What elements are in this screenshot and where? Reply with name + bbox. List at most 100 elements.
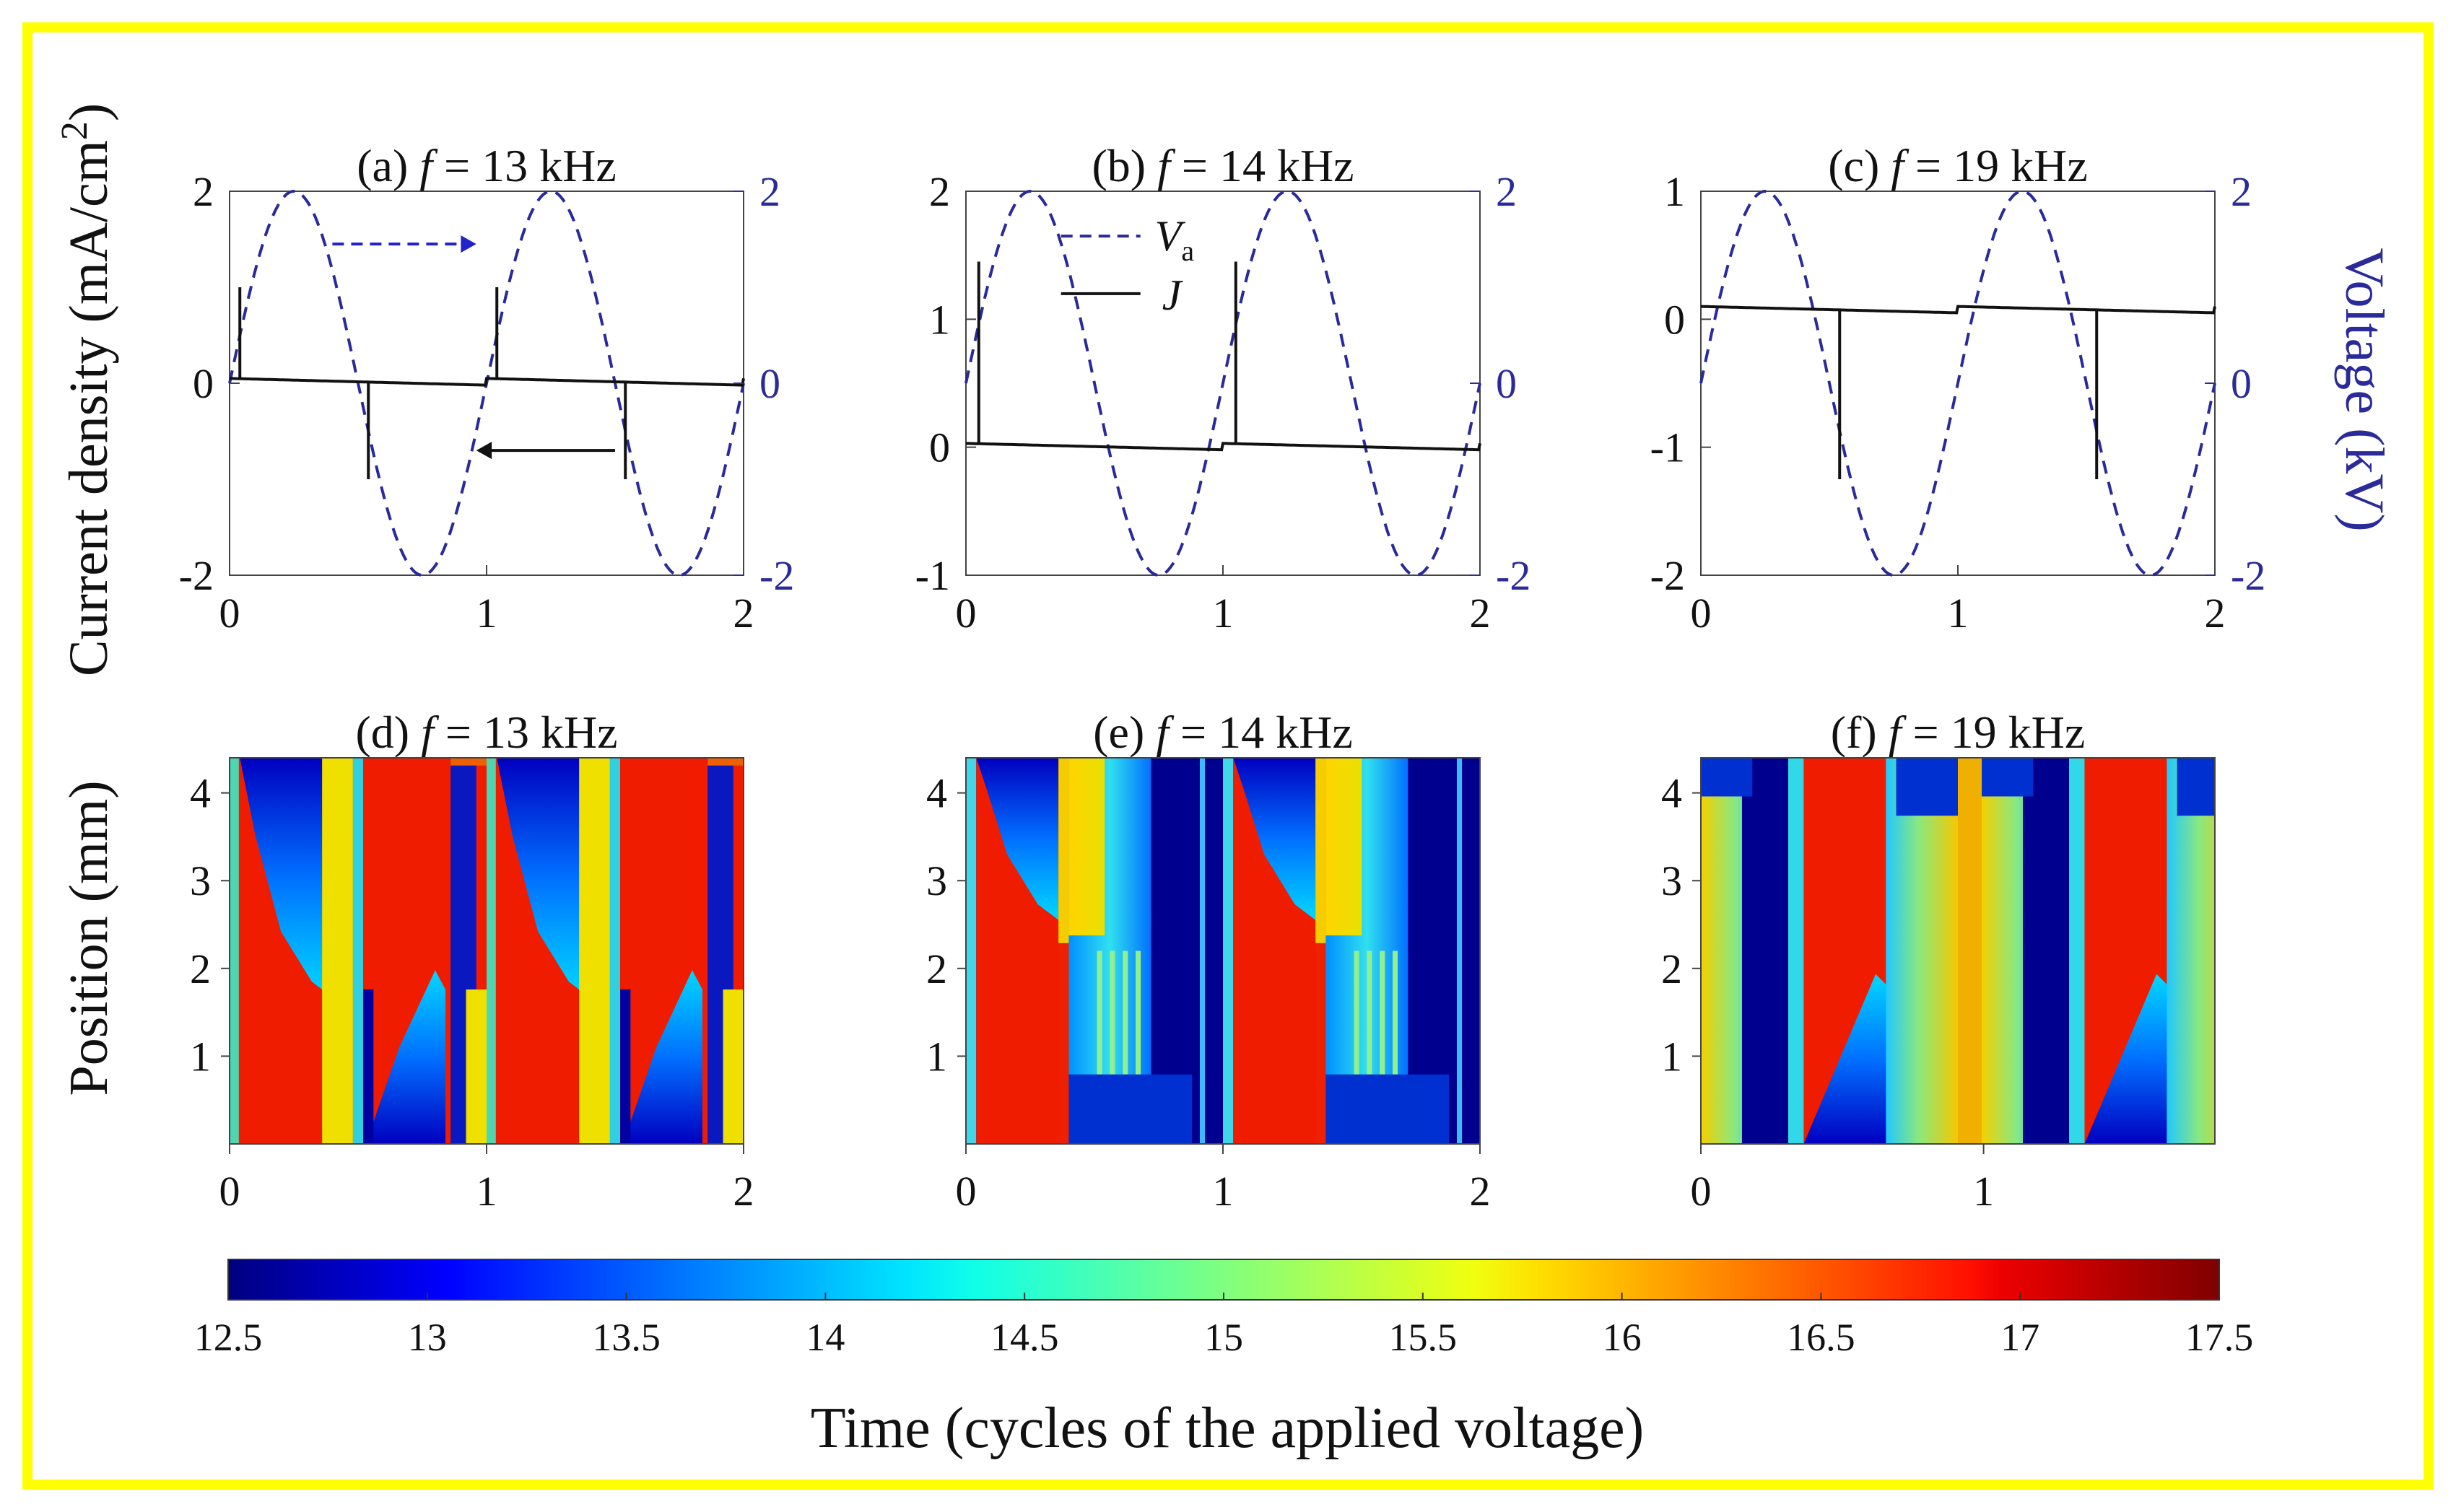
- heat-region-stripe: [1367, 951, 1372, 1098]
- colorbar-tick-label: 13.5: [592, 1316, 661, 1359]
- heatmap-panel-f: (f) f = 19 kHz 0 1 1 2 3 4: [1661, 707, 2216, 1215]
- y-tick-label-left: 0: [1664, 296, 1685, 343]
- heatmap-panel-e: (e) f = 14 kHz 0 1 2 1 2 3 4: [926, 707, 1491, 1215]
- colorbar-tick-label: 17: [2000, 1316, 2039, 1359]
- heat-region-cyan: [2167, 758, 2215, 1144]
- y-tick-label-left: 2: [193, 168, 214, 215]
- heat-region-cyan: [352, 758, 364, 1144]
- heat-region-blue: [2177, 758, 2215, 816]
- heat-region-blue: [1896, 758, 1958, 816]
- heat-region-cyan: [1886, 758, 1958, 1144]
- heat-region-yellow: [466, 989, 487, 1144]
- heat-region-blue: [2084, 974, 2177, 1144]
- heat-region-stripe: [1380, 951, 1385, 1098]
- panel-title: (e) f = 14 kHz: [1093, 707, 1353, 758]
- current-series: [965, 442, 1481, 452]
- colorbar-ticks: 12.5 13 13.5 14 14.5 15 15.5 16 16.5 17 17.5: [194, 1293, 2254, 1359]
- y-tick-label: 2: [1661, 945, 1682, 992]
- panel-title: (b) f = 14 kHz: [1092, 140, 1354, 191]
- panel-title: (d) f = 13 kHz: [355, 707, 617, 758]
- heat-region-stripe: [1123, 951, 1128, 1098]
- heat-region-blue: [365, 970, 445, 1144]
- x-tick-label: 2: [733, 590, 754, 637]
- y-tick-label: 4: [190, 770, 211, 817]
- x-tick-label: 2: [1470, 1168, 1491, 1215]
- panel-title: (c) f = 19 kHz: [1828, 140, 2088, 191]
- heat-region-darkblue: [1449, 758, 1480, 1144]
- heat-region-darkblue: [2023, 758, 2070, 1144]
- colorbar-tick-label: 17.5: [2185, 1316, 2254, 1359]
- heat-region-stripe: [1354, 951, 1359, 1098]
- heat-region-stripe: [1135, 951, 1141, 1098]
- y-tick-label-left: 2: [929, 168, 950, 215]
- y-tick-label-right: -2: [2231, 552, 2265, 599]
- top-left-ylabel: Current density (mA/cm2): [54, 103, 119, 676]
- legend-current-label: J: [1162, 271, 1183, 319]
- panel-title: (a) f = 13 kHz: [357, 140, 617, 191]
- y-tick-label: 1: [1661, 1033, 1682, 1080]
- voltage-series: [964, 189, 1481, 577]
- heat-region-edge: [1456, 758, 1463, 1144]
- heat-region-yellow: [322, 758, 353, 1144]
- x-tick-label: 0: [1691, 590, 1712, 637]
- y-tick-label-right: -2: [1496, 552, 1530, 599]
- heatmap-fill: [1701, 758, 2215, 1144]
- y-tick-label-right: 2: [1496, 168, 1517, 215]
- current-series: [1701, 305, 2216, 315]
- colorbar-tick-label: 15.5: [1389, 1316, 1458, 1359]
- colorbar-label: Time (cycles of the applied voltage): [811, 1397, 1645, 1460]
- y-tick-label-left: -2: [179, 552, 214, 599]
- heat-region-darkblue: [620, 989, 631, 1144]
- heat-region-blue: [240, 758, 333, 997]
- heat-region-blue: [497, 758, 590, 997]
- colorbar-tick-label: 14: [806, 1316, 845, 1359]
- heat-region-yellow: [723, 989, 744, 1144]
- y-tick-label-right: 0: [1496, 360, 1517, 407]
- x-tick-label: 0: [219, 1168, 240, 1215]
- heat-region-blue: [1068, 1074, 1193, 1144]
- y-tick-label-right: 2: [759, 168, 780, 215]
- heat-region-edge: [966, 758, 977, 1144]
- x-tick-label: 2: [2205, 590, 2226, 637]
- y-tick-label-left: -1: [915, 552, 950, 599]
- y-tick-label: 4: [926, 770, 947, 817]
- panel-title: (f) f = 19 kHz: [1831, 707, 2085, 758]
- colorbar-tick-label: 15: [1204, 1316, 1243, 1359]
- x-tick-label: 0: [956, 1168, 977, 1215]
- x-tick-label: 0: [1691, 1168, 1712, 1215]
- x-tick-label: 2: [1470, 590, 1491, 637]
- voltage-arrowhead: [461, 235, 476, 253]
- y-tick-label-left: 1: [1664, 168, 1685, 215]
- y-tick-label: 3: [926, 857, 947, 904]
- heat-region-blue: [1325, 1074, 1450, 1144]
- x-tick-label: 1: [1213, 1168, 1234, 1215]
- x-tick-label: 0: [219, 590, 240, 637]
- plot-frame: [1700, 757, 2216, 1145]
- x-tick-label: 1: [476, 590, 497, 637]
- heatmap-fill: [966, 758, 1480, 1144]
- heat-region-orange: [450, 758, 487, 766]
- heat-region-stripe: [1097, 951, 1102, 1098]
- heat-region-blue: [1803, 974, 1897, 1144]
- y-tick-label-left: -1: [1650, 424, 1685, 471]
- heat-region-yellow: [1068, 758, 1105, 936]
- heat-region-darkblue: [1741, 758, 1789, 1144]
- y-tick-label-right: 0: [759, 360, 780, 407]
- top-right-ylabel: Voltage (kV): [2334, 248, 2395, 531]
- x-tick-label: 0: [956, 590, 977, 637]
- heat-region-edge: [487, 758, 496, 1144]
- heat-region-edge: [1223, 758, 1234, 1144]
- heat-region-blue: [976, 758, 1059, 920]
- y-tick-label-left: 0: [929, 424, 950, 471]
- current-arrowhead: [476, 442, 492, 460]
- y-tick-label-right: -2: [759, 552, 794, 599]
- y-tick-label-left: 0: [193, 360, 214, 407]
- colorbar-tick-label: 12.5: [194, 1316, 263, 1359]
- y-tick-label: 2: [190, 945, 211, 992]
- heat-region-orange: [707, 758, 744, 766]
- heat-region-stripe: [1392, 951, 1398, 1098]
- colorbar-tick-label: 16: [1603, 1316, 1642, 1359]
